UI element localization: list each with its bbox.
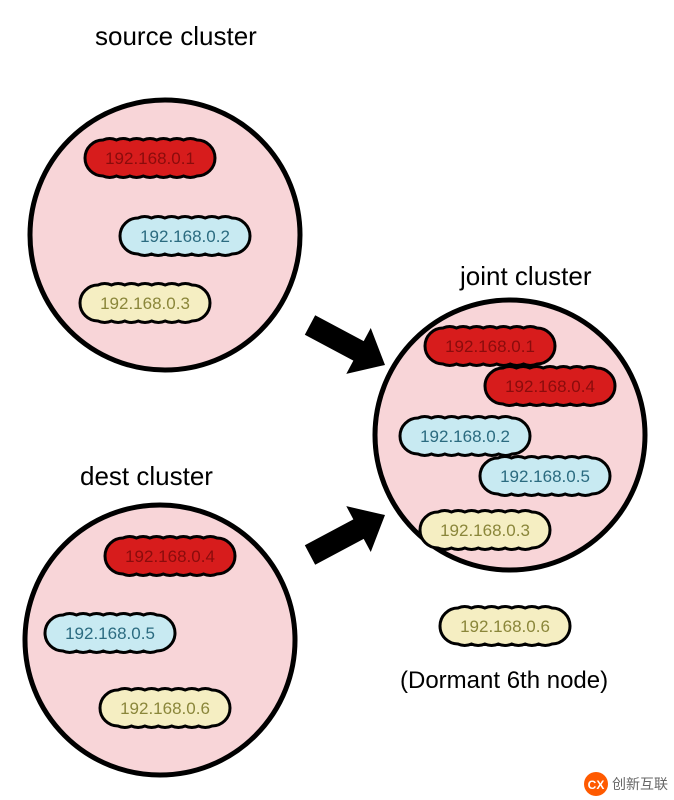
ip-node: 192.168.0.1 — [425, 327, 555, 366]
arrow — [305, 506, 385, 565]
ip-node: 192.168.0.6 — [100, 689, 230, 728]
ip-node-label: 192.168.0.6 — [460, 617, 550, 636]
watermark: CX 创新互联 — [582, 770, 672, 798]
ip-node-label: 192.168.0.3 — [440, 521, 530, 540]
ip-node: 192.168.0.5 — [480, 457, 610, 496]
watermark-label: 创新互联 — [612, 776, 668, 792]
ip-node-label: 192.168.0.2 — [420, 427, 510, 446]
ip-node-label: 192.168.0.1 — [105, 149, 195, 168]
dormant-caption: (Dormant 6th node) — [400, 667, 608, 694]
ip-node: 192.168.0.4 — [485, 367, 615, 406]
ip-node: 192.168.0.6 — [440, 607, 570, 646]
ip-node-label: 192.168.0.5 — [500, 467, 590, 486]
ip-node: 192.168.0.4 — [105, 537, 235, 576]
svg-text:CX: CX — [588, 778, 605, 792]
ip-node-label: 192.168.0.5 — [65, 624, 155, 643]
ip-node: 192.168.0.3 — [420, 511, 550, 550]
ip-node-label: 192.168.0.6 — [120, 699, 210, 718]
arrow — [305, 315, 385, 374]
ip-node: 192.168.0.2 — [400, 417, 530, 456]
dest-cluster-title: dest cluster — [80, 461, 213, 491]
ip-node: 192.168.0.5 — [45, 614, 175, 653]
joint-cluster-title: joint cluster — [459, 261, 592, 291]
ip-node-label: 192.168.0.1 — [445, 337, 535, 356]
ip-node-label: 192.168.0.3 — [100, 294, 190, 313]
source-cluster-title: source cluster — [95, 21, 257, 51]
ip-node: 192.168.0.1 — [85, 139, 215, 178]
ip-node: 192.168.0.2 — [120, 217, 250, 256]
ip-node-label: 192.168.0.4 — [505, 377, 595, 396]
ip-node-label: 192.168.0.4 — [125, 547, 215, 566]
ip-node: 192.168.0.3 — [80, 284, 210, 323]
ip-node-label: 192.168.0.2 — [140, 227, 230, 246]
